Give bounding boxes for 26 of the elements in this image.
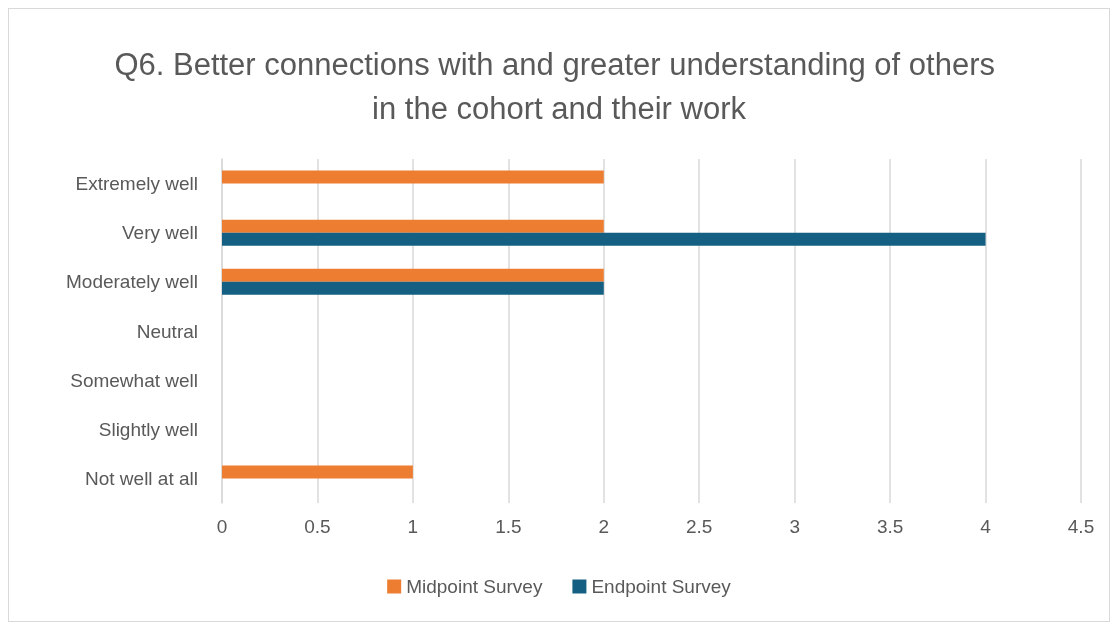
bar — [222, 281, 604, 295]
x-tick-label: 3 — [789, 516, 800, 537]
legend-label: Endpoint Survey — [591, 576, 732, 597]
legend-label: Midpoint Survey — [406, 576, 543, 597]
bar — [222, 268, 604, 282]
x-tick-label: 0 — [216, 516, 228, 537]
x-tick-label: 2 — [598, 516, 610, 537]
x-tick-label: 3.5 — [876, 516, 904, 537]
x-tick-label: 4 — [980, 516, 992, 537]
y-tick-label: Extremely well — [75, 173, 198, 195]
bar — [222, 465, 413, 479]
bar — [222, 232, 986, 246]
y-tick-label: Moderately well — [66, 271, 198, 293]
x-tick-label: 2.5 — [686, 516, 713, 537]
bar — [222, 219, 604, 233]
y-tick-label: Somewhat well — [70, 369, 198, 391]
bar — [222, 170, 604, 184]
x-tick-label: 1.5 — [495, 516, 522, 537]
x-tick-label: 4.5 — [1067, 516, 1095, 537]
x-tick-label: 1 — [407, 516, 419, 537]
y-tick-label: Very well — [121, 222, 198, 244]
y-tick-label: Neutral — [136, 320, 198, 342]
x-tick-label: 0.5 — [304, 516, 331, 537]
y-tick-label: Slightly well — [98, 418, 198, 440]
y-tick-label: Not well at all — [85, 467, 198, 489]
chart-title: Q6. Better connections with and greater understanding of others in the cohort and their work — [114, 46, 1004, 126]
